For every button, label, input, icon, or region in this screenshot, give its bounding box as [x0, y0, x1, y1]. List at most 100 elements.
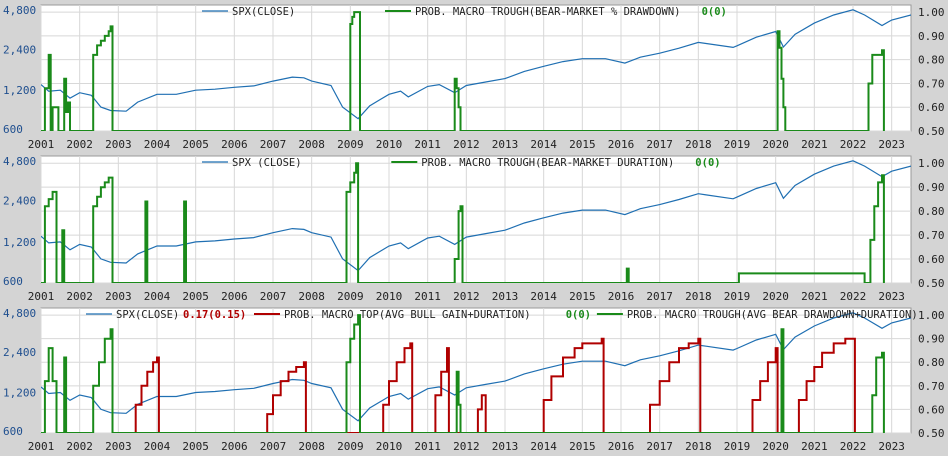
- x-tick-label: 2003: [105, 290, 132, 303]
- right-tick-label: 0.70: [918, 77, 945, 90]
- x-tick-label: 2020: [762, 138, 789, 151]
- x-tick-label: 2021: [801, 440, 828, 453]
- right-tick-label: 0.70: [918, 229, 945, 242]
- left-tick-label: 2,400: [3, 43, 36, 56]
- left-tick-label: 600: [3, 425, 23, 438]
- x-tick-label: 2018: [685, 290, 712, 303]
- right-tick-label: 0.60: [918, 403, 945, 416]
- x-tick-label: 2014: [530, 290, 557, 303]
- right-tick-label: 0.90: [918, 181, 945, 194]
- x-tick-label: 2005: [182, 440, 209, 453]
- plot-area: [40, 155, 912, 284]
- x-tick-label: 2011: [414, 138, 441, 151]
- x-tick-label: 2001: [28, 290, 55, 303]
- x-tick-label: 2012: [453, 290, 480, 303]
- right-tick-label: 0.60: [918, 101, 945, 114]
- right-tick-label: 0.90: [918, 30, 945, 43]
- series-line-1f6fb2: [41, 9, 911, 120]
- legend-value: 0(0): [566, 309, 591, 321]
- x-tick-label: 2009: [337, 440, 364, 453]
- x-tick-label: 2005: [182, 290, 209, 303]
- x-tick-label: 2023: [878, 440, 905, 453]
- x-tick-label: 2007: [260, 138, 287, 151]
- x-tick-label: 2003: [105, 440, 132, 453]
- left-tick-label: 1,200: [3, 84, 36, 97]
- series-line-1a8a1a: [41, 314, 885, 433]
- x-tick-label: 2008: [298, 290, 325, 303]
- x-tick-label: 2021: [801, 138, 828, 151]
- x-tick-label: 2016: [608, 440, 635, 453]
- legend-label: SPX(CLOSE): [232, 6, 295, 18]
- legend-label: PROB. MACRO TROUGH(BEAR-MARKET % DRAWDOW…: [415, 6, 681, 18]
- x-tick-label: 2019: [724, 138, 751, 151]
- x-tick-label: 2017: [646, 440, 673, 453]
- right-tick-label: 0.80: [918, 356, 945, 369]
- x-tick-label: 2011: [414, 290, 441, 303]
- x-tick-label: 2016: [608, 138, 635, 151]
- x-tick-label: 2007: [260, 290, 287, 303]
- left-tick-label: 600: [3, 123, 23, 136]
- x-tick-label: 2008: [298, 440, 325, 453]
- x-tick-label: 2019: [724, 440, 751, 453]
- x-tick-label: 2011: [414, 440, 441, 453]
- x-tick-label: 2002: [66, 290, 93, 303]
- x-tick-label: 2022: [840, 138, 867, 151]
- legend-value: 0(0): [695, 157, 720, 169]
- x-tick-label: 2004: [144, 138, 171, 151]
- x-tick-label: 2006: [221, 290, 248, 303]
- x-tick-label: 2015: [569, 138, 596, 151]
- x-tick-label: 2017: [646, 138, 673, 151]
- right-tick-label: 0.50: [918, 277, 945, 290]
- x-tick-label: 2019: [724, 290, 751, 303]
- left-tick-label: 4,800: [3, 307, 36, 320]
- x-tick-label: 2022: [840, 290, 867, 303]
- series-line-b00000: [129, 337, 856, 433]
- legend-value: 0(0): [702, 6, 727, 18]
- plot-area: [40, 4, 912, 132]
- x-tick-label: 2004: [144, 290, 171, 303]
- x-tick-label: 2002: [66, 440, 93, 453]
- x-tick-label: 2017: [646, 290, 673, 303]
- right-tick-label: 1.00: [918, 157, 945, 170]
- x-tick-label: 2013: [492, 290, 519, 303]
- left-tick-label: 1,200: [3, 387, 36, 400]
- x-tick-label: 2006: [221, 138, 248, 151]
- x-tick-label: 2012: [453, 138, 480, 151]
- x-tick-label: 2020: [762, 290, 789, 303]
- left-tick-label: 4,800: [3, 155, 36, 168]
- legend-label: PROB. MACRO TROUGH(AVG BEAR DRAWDOWN+DUR…: [627, 309, 918, 321]
- x-tick-label: 2014: [530, 138, 557, 151]
- x-tick-label: 2001: [28, 138, 55, 151]
- legend-label: PROB. MACRO TROUGH(BEAR-MARKET DURATION): [421, 157, 674, 169]
- plot-area: [40, 307, 912, 434]
- right-tick-label: 0.60: [918, 253, 945, 266]
- x-tick-label: 2021: [801, 290, 828, 303]
- right-tick-label: 0.70: [918, 380, 945, 393]
- legend-label: PROB. MACRO TOP(AVG BULL GAIN+DURATION): [284, 309, 531, 321]
- left-tick-label: 600: [3, 275, 23, 288]
- chart-panel-2: 2001 2002 2003 2004 2005 2006 2007 2008 2009 2010…: [3, 155, 945, 303]
- right-tick-label: 0.50: [918, 125, 945, 138]
- x-tick-label: 2010: [376, 290, 403, 303]
- legend-label: SPX(CLOSE): [116, 309, 179, 321]
- x-tick-label: 2010: [376, 138, 403, 151]
- left-tick-label: 4,800: [3, 4, 36, 17]
- series-line-1f6fb2: [41, 160, 911, 272]
- x-tick-label: 2023: [878, 290, 905, 303]
- x-tick-label: 2018: [685, 138, 712, 151]
- x-tick-label: 2008: [298, 138, 325, 151]
- x-tick-label: 2001: [28, 440, 55, 453]
- chart-panel-3: 2001 2002 2003 2004 2005 2006 2007 2008 2009 2010…: [3, 307, 945, 453]
- x-tick-label: 2022: [840, 440, 867, 453]
- x-tick-label: 2013: [492, 138, 519, 151]
- x-tick-label: 2006: [221, 440, 248, 453]
- legend-value: 0.17(0.15): [183, 309, 246, 321]
- x-tick-label: 2023: [878, 138, 905, 151]
- left-tick-label: 2,400: [3, 346, 36, 359]
- right-tick-label: 1.00: [918, 6, 945, 19]
- x-tick-label: 2010: [376, 440, 403, 453]
- x-tick-label: 2012: [453, 440, 480, 453]
- right-tick-label: 1.00: [918, 309, 945, 322]
- x-tick-label: 2009: [337, 138, 364, 151]
